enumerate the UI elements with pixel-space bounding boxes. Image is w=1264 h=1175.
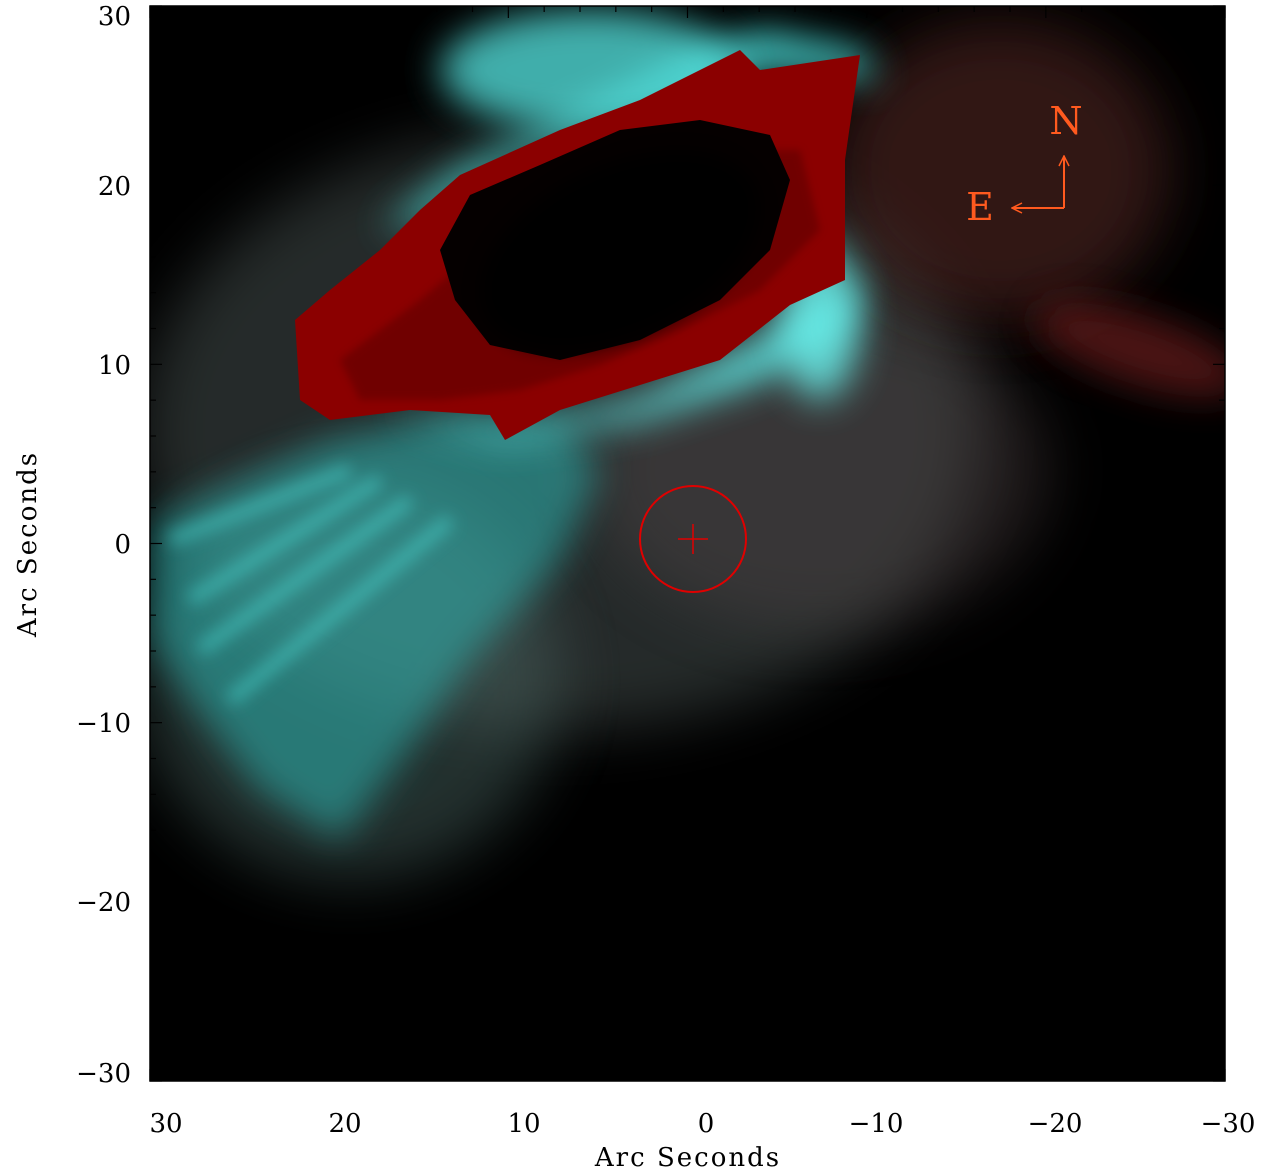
cyan-streaks <box>167 463 455 706</box>
compass: N E <box>966 99 1083 229</box>
x-tick-label: 0 <box>698 1109 715 1139</box>
y-tick-label: −30 <box>76 1059 131 1089</box>
x-tick-labels: 30 20 10 0 −10 −20 −30 <box>149 1109 1255 1139</box>
x-tick-label: −30 <box>1201 1109 1256 1139</box>
x-tick-label: −10 <box>849 1109 904 1139</box>
astronomical-image: N E <box>150 6 1225 1081</box>
compass-north-label: N <box>1049 99 1082 143</box>
dark-lane-core-soft <box>479 150 761 350</box>
y-tick-label: 0 <box>114 530 131 560</box>
target-circle <box>639 485 747 593</box>
y-tick-label: −10 <box>76 709 131 739</box>
x-tick-label: 30 <box>149 1109 182 1139</box>
y-axis-title: Arc Seconds <box>13 451 43 638</box>
y-tick-label: 10 <box>98 351 131 381</box>
y-tick-label: −20 <box>76 888 131 918</box>
axis-ticks <box>149 5 1226 1082</box>
red-streak-right <box>1034 302 1225 398</box>
y-tick-label: 20 <box>98 172 131 202</box>
cyan-rim-bright <box>380 280 860 440</box>
red-haze-upper-right <box>830 20 1170 320</box>
y-tick-label: 30 <box>98 2 131 32</box>
x-tick-label: 10 <box>507 1109 540 1139</box>
y-tick-labels: 30 20 10 0 −10 −20 −30 <box>76 2 131 1089</box>
x-axis-title: Arc Seconds <box>594 1143 781 1173</box>
cyan-emission-fan <box>150 410 600 840</box>
x-tick-label: 20 <box>328 1109 361 1139</box>
compass-east-label: E <box>966 185 994 229</box>
x-tick-label: −20 <box>1028 1109 1083 1139</box>
